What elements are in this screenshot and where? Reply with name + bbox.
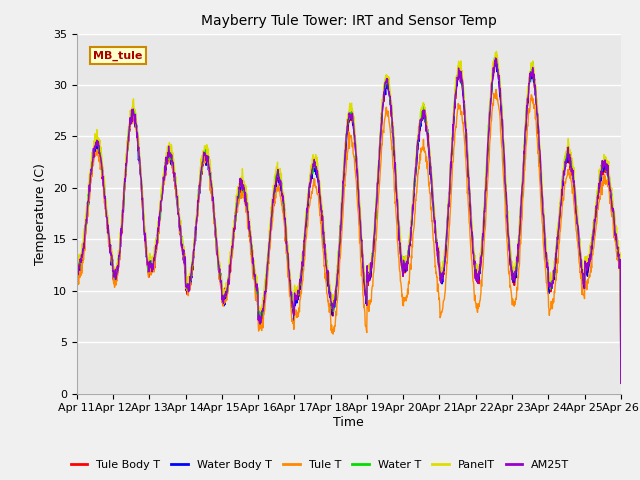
PanelT — [180, 255, 188, 261]
Water Body T — [505, 237, 513, 242]
PanelT — [493, 48, 500, 54]
AM25T — [433, 240, 441, 245]
Text: MB_tule: MB_tule — [93, 51, 143, 61]
Line: Tule T: Tule T — [77, 89, 621, 384]
Water Body T — [553, 246, 561, 252]
Tule T — [617, 381, 625, 386]
Water Body T — [617, 381, 625, 386]
Tule Body T — [492, 56, 499, 61]
Tule T — [255, 328, 262, 334]
Water Body T — [194, 202, 202, 208]
PanelT — [255, 303, 262, 309]
Water Body T — [433, 245, 441, 251]
Legend: Tule Body T, Water Body T, Tule T, Water T, PanelT, AM25T: Tule Body T, Water Body T, Tule T, Water… — [67, 456, 573, 474]
Water T — [180, 254, 188, 260]
Tule T — [194, 214, 202, 219]
Tule Body T — [255, 315, 262, 321]
Line: AM25T: AM25T — [77, 58, 621, 384]
Water T — [255, 312, 262, 317]
AM25T — [180, 261, 188, 266]
Water T — [505, 233, 513, 239]
PanelT — [553, 237, 561, 243]
Tule Body T — [73, 265, 81, 271]
Water Body T — [492, 58, 500, 63]
Water T — [617, 381, 625, 386]
Tule Body T — [180, 264, 188, 270]
Tule T — [73, 277, 81, 283]
Tule T — [553, 267, 561, 273]
PanelT — [505, 227, 513, 233]
Water T — [492, 54, 499, 60]
AM25T — [492, 55, 499, 61]
AM25T — [73, 261, 81, 267]
Tule T — [505, 268, 513, 274]
Tule Body T — [433, 245, 441, 251]
Line: PanelT: PanelT — [77, 51, 621, 384]
AM25T — [505, 234, 513, 240]
Water T — [194, 199, 202, 205]
Y-axis label: Temperature (C): Temperature (C) — [35, 163, 47, 264]
Water T — [553, 245, 561, 251]
Water T — [73, 255, 81, 261]
AM25T — [617, 381, 625, 386]
Water Body T — [180, 261, 188, 267]
Tule Body T — [505, 235, 513, 240]
Line: Water Body T: Water Body T — [77, 60, 621, 384]
Tule T — [180, 260, 188, 266]
Tule T — [492, 86, 500, 92]
Tule T — [433, 274, 441, 280]
PanelT — [617, 381, 625, 386]
Title: Mayberry Tule Tower: IRT and Sensor Temp: Mayberry Tule Tower: IRT and Sensor Temp — [201, 14, 497, 28]
PanelT — [194, 200, 202, 205]
AM25T — [553, 243, 561, 249]
Line: Water T: Water T — [77, 57, 621, 384]
Tule Body T — [553, 250, 561, 255]
Water Body T — [73, 263, 81, 269]
PanelT — [433, 239, 441, 244]
X-axis label: Time: Time — [333, 416, 364, 429]
AM25T — [194, 197, 202, 203]
Tule Body T — [194, 206, 202, 212]
Water T — [433, 237, 441, 243]
PanelT — [73, 248, 81, 253]
Tule Body T — [617, 381, 625, 386]
AM25T — [255, 312, 262, 317]
Water Body T — [255, 317, 262, 323]
Line: Tule Body T: Tule Body T — [77, 59, 621, 384]
